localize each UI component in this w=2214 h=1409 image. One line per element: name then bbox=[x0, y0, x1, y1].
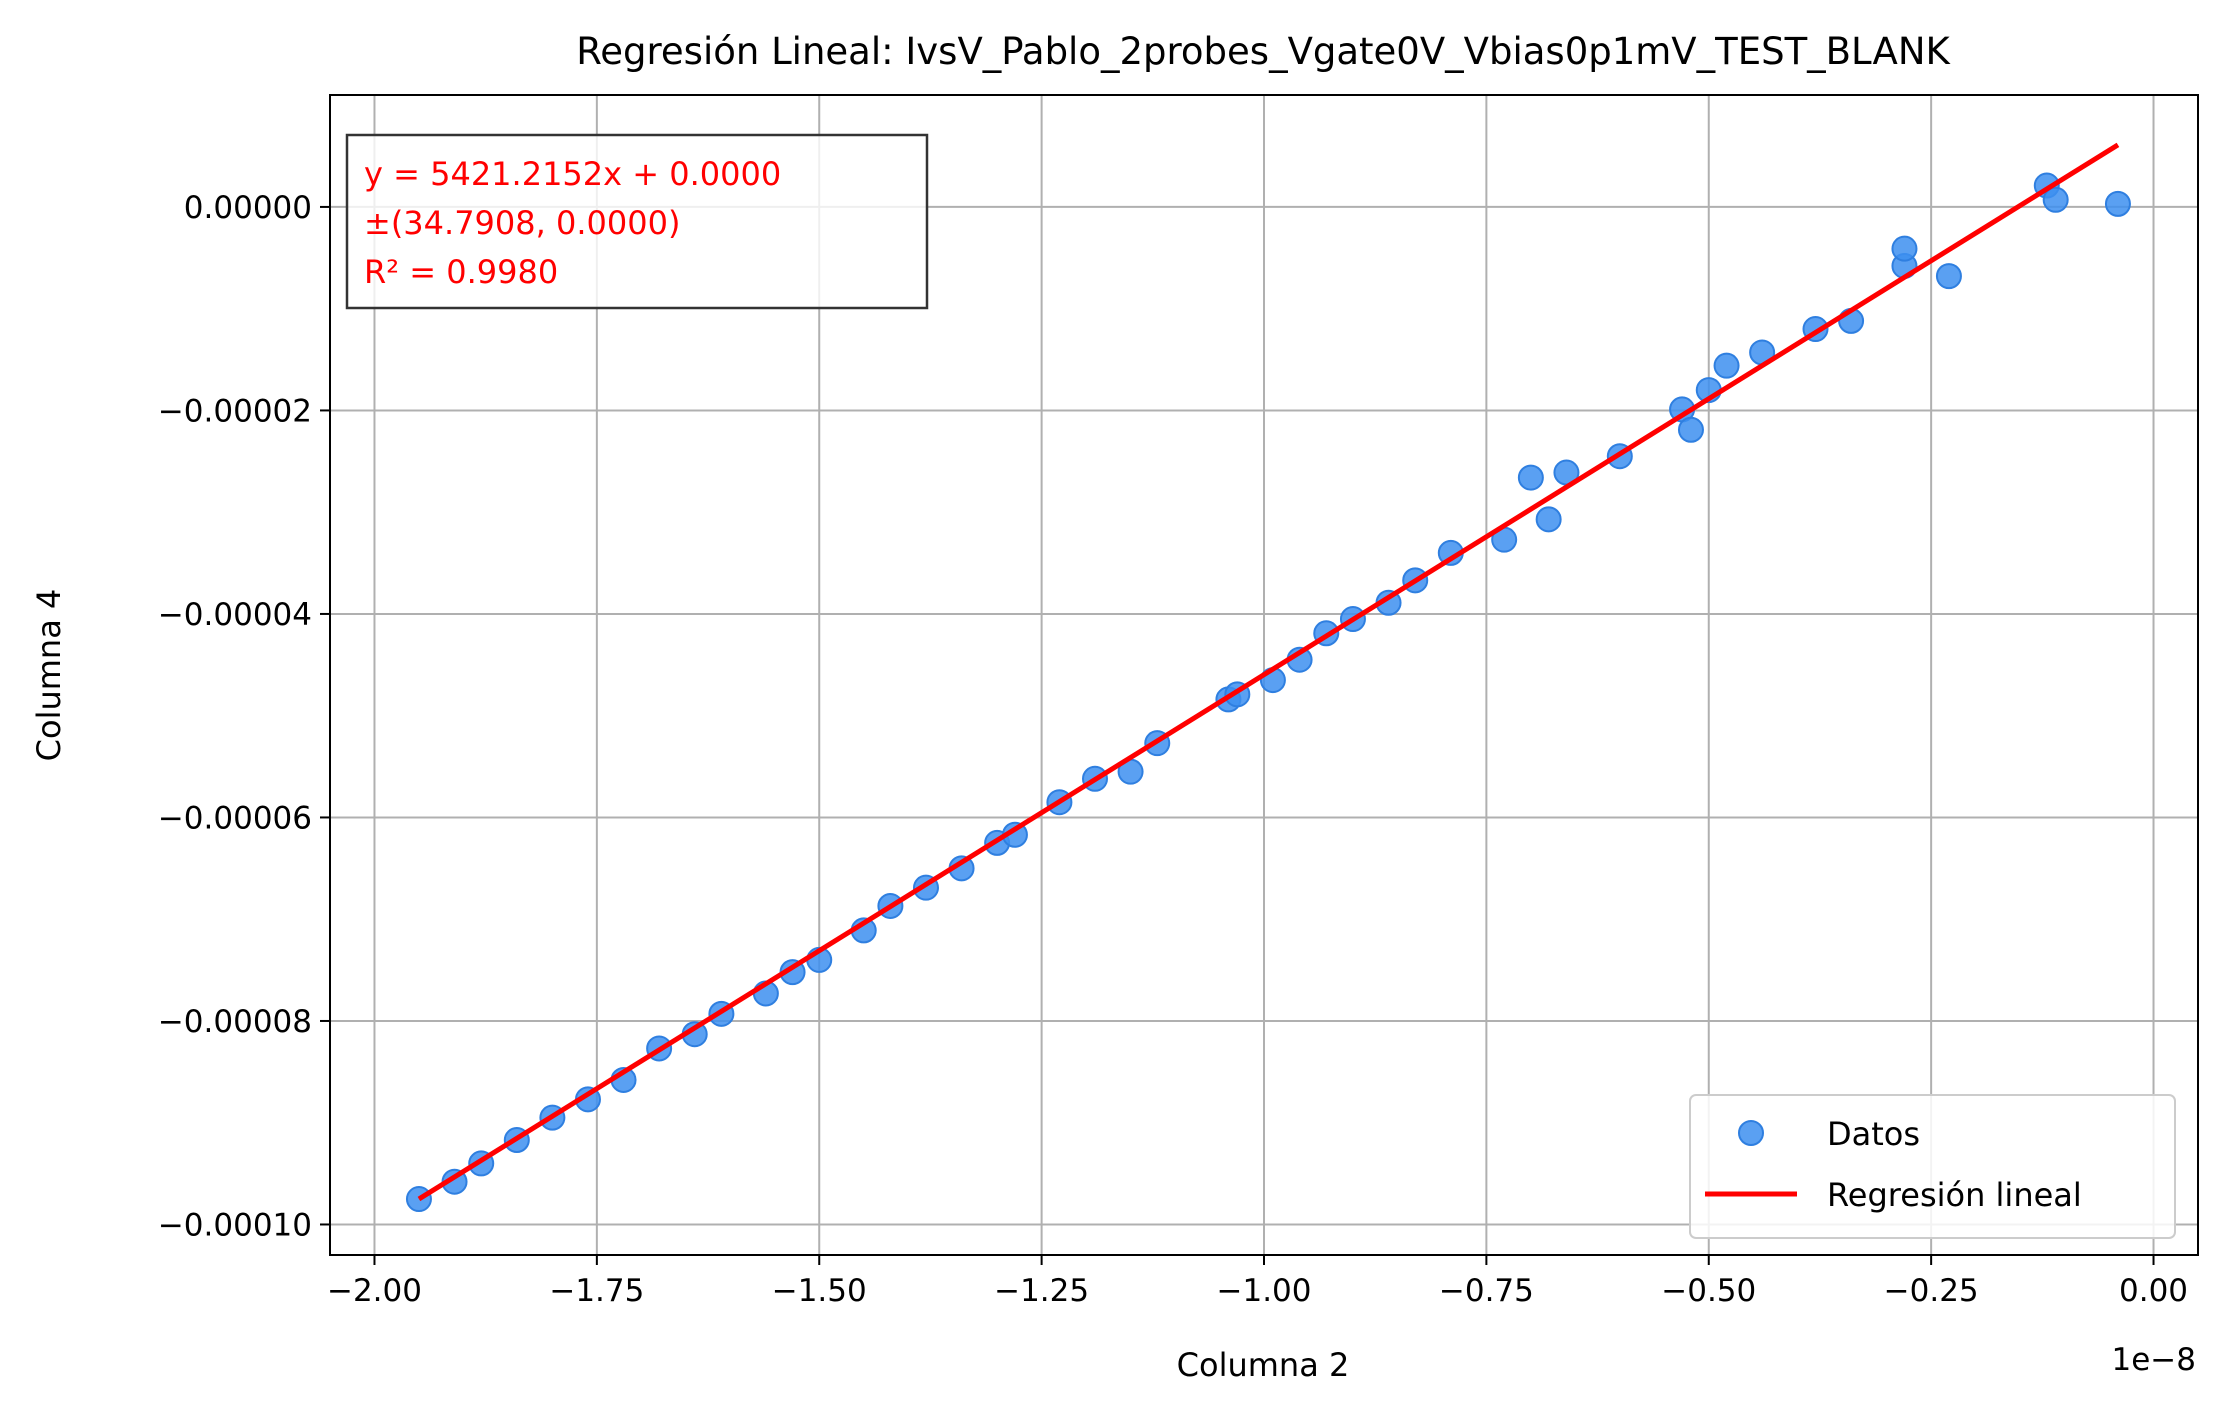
x-tick-label: −1.25 bbox=[994, 1273, 1089, 1309]
x-tick-label: −0.50 bbox=[1661, 1273, 1756, 1309]
x-axis-label: Columna 2 bbox=[1177, 1346, 1350, 1384]
regression-line bbox=[417, 142, 2120, 1202]
y-tick-label: −0.00006 bbox=[158, 800, 312, 836]
y-axis-ticks: 0.00000 −0.00002 −0.00004 −0.00006 −0.00008 −… bbox=[158, 190, 330, 1243]
x-axis-offset-label: 1e−8 bbox=[2112, 1342, 2197, 1378]
annotation-equation: y = 5421.2152x + 0.0000 bbox=[364, 155, 781, 193]
y-tick-label: −0.00002 bbox=[158, 393, 312, 429]
x-tick-label: −1.50 bbox=[772, 1273, 867, 1309]
legend-label-regresion: Regresión lineal bbox=[1827, 1176, 2082, 1214]
data-points bbox=[405, 172, 2131, 1213]
x-axis-ticks: −2.00 −1.75 −1.50 −1.25 −1.00 −0.75 −0.50 −0.25… bbox=[327, 1255, 2188, 1309]
x-tick-label: 0.00 bbox=[2119, 1273, 2188, 1309]
y-axis-label: Columna 4 bbox=[30, 589, 68, 762]
x-tick-label: −0.75 bbox=[1439, 1273, 1534, 1309]
annotation-uncertainty: ±(34.7908, 0.0000) bbox=[364, 204, 680, 242]
y-tick-label: −0.00010 bbox=[158, 1207, 312, 1243]
x-tick-label: −2.00 bbox=[327, 1273, 422, 1309]
legend: Datos Regresión lineal bbox=[1689, 1094, 2176, 1239]
x-tick-label: −1.00 bbox=[1217, 1273, 1312, 1309]
y-tick-label: 0.00000 bbox=[184, 190, 312, 226]
plot-frame bbox=[329, 94, 2199, 1256]
data-point bbox=[1517, 464, 1544, 491]
y-tick-label: −0.00004 bbox=[158, 597, 312, 633]
data-point bbox=[1535, 506, 1562, 533]
legend-marker-datos bbox=[1738, 1120, 1764, 1146]
data-point bbox=[2042, 186, 2069, 213]
chart-title: Regresión Lineal: IvsV_Pablo_2probes_Vga… bbox=[576, 30, 1951, 73]
data-point bbox=[1713, 352, 1740, 379]
y-tick-label: −0.00008 bbox=[158, 1004, 312, 1040]
annotation-r-squared: R² = 0.9980 bbox=[364, 253, 558, 291]
annotation-box: y = 5421.2152x + 0.0000 ±(34.7908, 0.000… bbox=[345, 133, 929, 310]
legend-label-datos: Datos bbox=[1827, 1115, 1920, 1153]
data-point bbox=[1891, 235, 1918, 262]
x-tick-label: −1.75 bbox=[549, 1273, 644, 1309]
data-point bbox=[2104, 190, 2131, 217]
data-point bbox=[1677, 416, 1704, 443]
regression-line-group bbox=[417, 142, 2120, 1202]
x-tick-label: −0.25 bbox=[1884, 1273, 1979, 1309]
data-point bbox=[1935, 263, 1962, 290]
